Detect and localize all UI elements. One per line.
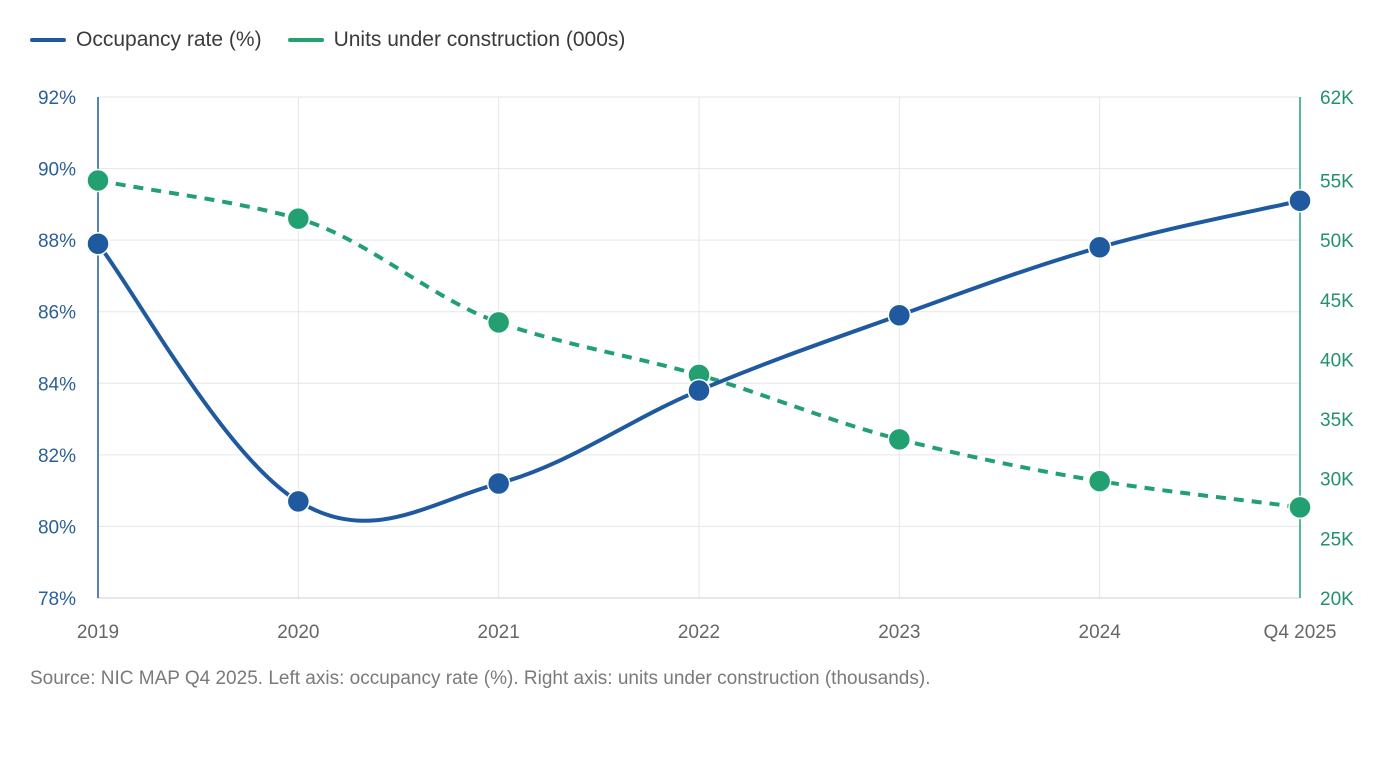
point-construction	[1087, 469, 1112, 493]
left-tick-label: 84%	[38, 374, 76, 395]
left-tick-label: 92%	[38, 88, 76, 109]
legend-label-construction: Units under construction (000s)	[333, 28, 626, 51]
legend-item-occupancy[interactable]: Occupancy rate (%)	[30, 28, 262, 52]
left-tick-label: 86%	[38, 303, 76, 324]
x-tick-label: 2023	[878, 622, 920, 643]
legend-item-construction[interactable]: Units under construction (000s)	[287, 28, 626, 52]
right-tick-label: 40K	[1320, 350, 1354, 371]
point-occupancy	[86, 231, 110, 256]
point-occupancy	[1288, 189, 1312, 213]
point-occupancy	[286, 489, 311, 514]
point-construction	[1288, 495, 1312, 520]
point-construction	[486, 310, 511, 335]
right-tick-label: 30K	[1320, 470, 1354, 491]
x-tick-label: 2019	[77, 622, 119, 643]
point-occupancy	[687, 378, 711, 403]
left-tick-label: 78%	[38, 589, 76, 610]
point-construction	[286, 206, 311, 231]
x-tick-label: 2021	[478, 622, 520, 643]
legend-swatch-occupancy	[30, 38, 66, 42]
right-tick-label: 20K	[1320, 589, 1354, 610]
right-tick-label: 35K	[1320, 410, 1354, 431]
right-tick-label: 45K	[1320, 291, 1354, 312]
right-tick-label: 25K	[1320, 529, 1354, 550]
x-tick-label: Q4 2025	[1264, 622, 1337, 643]
point-occupancy	[486, 471, 511, 496]
left-tick-label: 80%	[38, 517, 76, 538]
point-occupancy	[1087, 235, 1112, 260]
x-tick-label: 2022	[678, 622, 720, 643]
point-occupancy	[887, 303, 912, 328]
right-tick-label: 50K	[1320, 231, 1354, 252]
x-tick-label: 2020	[277, 622, 319, 643]
x-tick-label: 2024	[1079, 622, 1122, 643]
left-tick-label: 90%	[38, 160, 76, 181]
left-tick-label: 82%	[38, 446, 76, 467]
right-tick-label: 62K	[1320, 88, 1354, 109]
point-construction	[86, 168, 110, 193]
legend-label-occupancy: Occupancy rate (%)	[76, 28, 262, 51]
right-tick-label: 55K	[1320, 171, 1354, 192]
point-construction	[887, 427, 912, 452]
left-tick-label: 88%	[38, 231, 76, 252]
legend-swatch-construction	[287, 38, 324, 42]
legend: Occupancy rate (%) Units under construct…	[30, 28, 625, 52]
source-note: Source: NIC MAP Q4 2025. Left axis: occu…	[30, 668, 931, 689]
